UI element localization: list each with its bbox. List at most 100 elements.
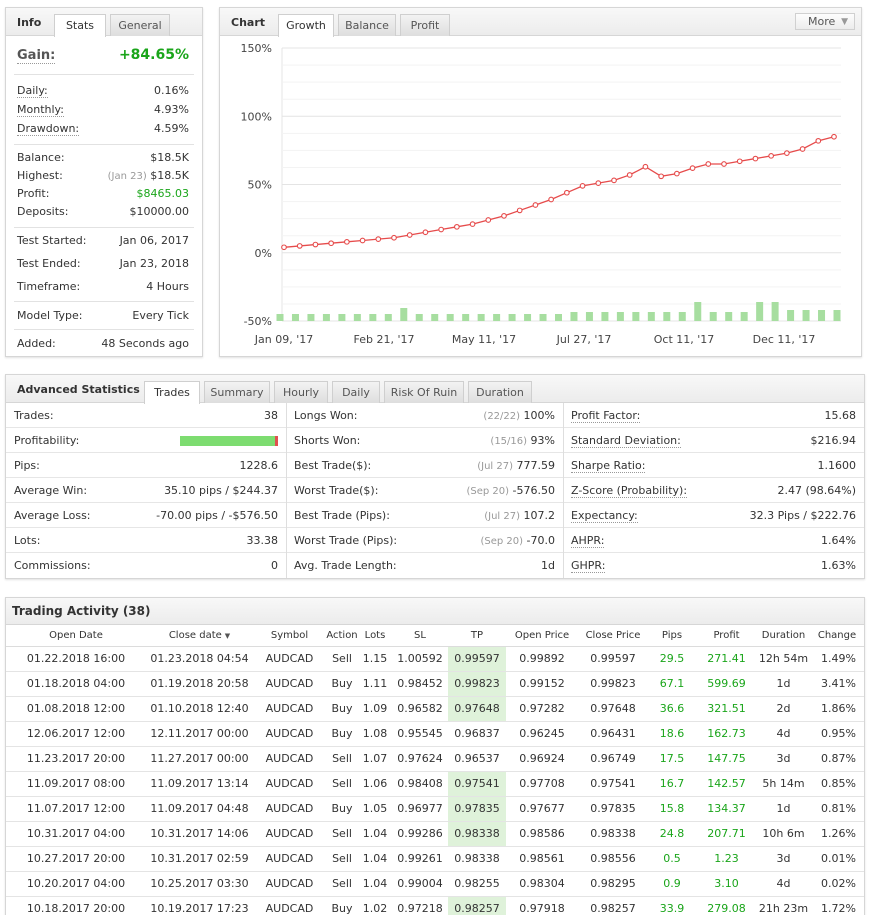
adv-stat-value: (Sep 20) -576.50	[466, 484, 555, 497]
adv-stat-number: -70.0	[526, 534, 555, 547]
table-cell: AUDCAD	[253, 896, 326, 915]
table-row: 10.20.2017 04:00 10.25.2017 03:30 AUDCAD Se…	[6, 871, 864, 897]
column-header[interactable]: SL	[392, 625, 448, 647]
y-tick-label: 150%	[241, 42, 272, 55]
table-cell: AUDCAD	[253, 771, 326, 797]
tab-stats[interactable]: Stats	[54, 14, 106, 37]
column-header[interactable]: Close Price	[578, 625, 648, 647]
adv-stat-label[interactable]: Expectancy:	[571, 509, 638, 523]
adv-stat-value: -70.00 pips / -$576.50	[156, 509, 278, 522]
column-header[interactable]: Profit	[696, 625, 757, 647]
column-header[interactable]: Close date ▼	[146, 625, 253, 647]
table-cell: 1.04	[358, 871, 392, 897]
adv-stat-note: (22/22)	[483, 411, 521, 422]
table-cell: 10.31.2017 14:06	[146, 821, 253, 847]
tab-risk-of-ruin[interactable]: Risk Of Ruin	[384, 381, 464, 403]
added-label: Added:	[17, 337, 56, 350]
adv-stat-label[interactable]: Sharpe Ratio:	[571, 459, 646, 473]
column-header[interactable]: Open Date	[6, 625, 146, 647]
table-cell: 0.97282	[506, 696, 578, 722]
volume-bar	[616, 312, 624, 321]
volume-bar	[415, 314, 423, 321]
added-value: 48 Seconds ago	[101, 337, 189, 350]
table-cell: 12.06.2017 12:00	[6, 721, 146, 747]
volume-bar	[539, 314, 547, 321]
adv-stat-label[interactable]: Z-Score (Probability):	[571, 484, 688, 498]
growth-chart: 150% 100% 50% 0% -50% Jan 09, '17 Feb 21, '17 M…	[241, 42, 841, 346]
adv-stat-label[interactable]: Profit Factor:	[571, 409, 641, 423]
adv-stat-row: Shorts Won: (15/16) 93%	[286, 428, 563, 453]
table-cell: 0.98338	[448, 821, 506, 847]
table-cell: 67.1	[648, 671, 696, 697]
adv-stat-value: (15/16) 93%	[490, 434, 555, 447]
tab-profit[interactable]: Profit	[400, 14, 450, 36]
activity-header: Trading Activity (38)	[6, 598, 864, 625]
table-cell: Sell	[326, 746, 358, 772]
adv-stat-number: 32.3 Pips / $222.76	[749, 509, 856, 522]
table-cell: 0.96582	[392, 696, 448, 722]
highest-date: (Jan 23)	[107, 171, 147, 182]
growth-point	[516, 207, 523, 214]
test-ended-label: Test Ended:	[17, 257, 81, 270]
growth-point	[705, 161, 712, 167]
more-button[interactable]: More ▼	[795, 13, 855, 30]
tab-daily[interactable]: Daily	[332, 381, 380, 403]
growth-point	[658, 173, 664, 180]
table-cell: 0.98586	[506, 821, 578, 847]
table-cell: 11.23.2017 20:00	[6, 746, 146, 772]
table-row: 01.22.2018 16:00 01.23.2018 04:54 AUDCAD Se…	[6, 646, 864, 672]
tab-summary[interactable]: Summary	[204, 381, 270, 403]
adv-stat-label[interactable]: AHPR:	[571, 534, 605, 548]
adv-stat-label[interactable]: Standard Deviation:	[571, 434, 681, 448]
adv-stat-label: Commissions:	[14, 559, 91, 572]
column-header[interactable]: Lots	[358, 625, 392, 647]
tab-balance[interactable]: Balance	[338, 14, 396, 36]
adv-stat-label[interactable]: GHPR:	[571, 559, 606, 573]
drawdown-label[interactable]: Drawdown:	[17, 122, 80, 136]
table-row: 11.09.2017 08:00 11.09.2017 13:14 AUDCAD Se…	[6, 771, 864, 797]
column-header[interactable]: Duration	[757, 625, 810, 647]
table-cell: 24.8	[648, 821, 696, 847]
tab-growth[interactable]: Growth	[278, 14, 334, 37]
column-header[interactable]: Action	[326, 625, 358, 647]
trading-activity-table: Open Date Close date ▼ Symbol Action Lots SL TP…	[6, 625, 864, 915]
adv-stat-value: 15.68	[825, 409, 857, 422]
tab-hourly[interactable]: Hourly	[274, 381, 328, 403]
deposits-label: Deposits:	[17, 205, 69, 218]
adv-stat-note: (Jul 27)	[477, 461, 513, 472]
table-cell: Buy	[326, 896, 358, 915]
growth-point	[831, 133, 837, 140]
table-cell: 0.97918	[506, 896, 578, 915]
y-tick-label: -50%	[244, 315, 272, 328]
table-cell: 0.97541	[448, 771, 506, 797]
tab-trades[interactable]: Trades	[144, 381, 200, 404]
growth-point	[736, 158, 743, 165]
triangle-down-icon: ▼	[841, 17, 848, 27]
column-header[interactable]: Symbol	[253, 625, 326, 647]
table-cell: 01.08.2018 12:00	[6, 696, 146, 722]
table-cell: 0.96924	[506, 746, 578, 772]
tab-duration[interactable]: Duration	[468, 381, 532, 403]
column-header[interactable]: TP	[448, 625, 506, 647]
adv-stat-row: Commissions: 0	[6, 553, 286, 578]
daily-label[interactable]: Daily:	[17, 84, 48, 98]
column-header[interactable]: Change	[810, 625, 864, 647]
info-panel: Info Stats General Gain: +84.65% Daily: …	[5, 7, 203, 357]
highest-label: Highest:	[17, 169, 63, 182]
table-cell: 10.20.2017 04:00	[6, 871, 146, 897]
monthly-label[interactable]: Monthly:	[17, 103, 64, 117]
advanced-statistics-panel: Advanced Statistics Trades Summary Hourl…	[5, 374, 865, 579]
table-cell: 10.27.2017 20:00	[6, 846, 146, 872]
activity-title: Trading Activity (38)	[12, 604, 151, 618]
column-header[interactable]: Open Price	[506, 625, 578, 647]
tab-general[interactable]: General	[110, 14, 170, 36]
table-cell: 3d	[757, 846, 810, 872]
table-cell: 142.57	[696, 771, 757, 797]
column-header[interactable]: Pips	[648, 625, 696, 647]
table-cell: Sell	[326, 871, 358, 897]
table-cell: 0.95545	[392, 721, 448, 747]
divider	[563, 403, 564, 578]
balance-value: $18.5K	[150, 151, 189, 164]
adv-stat-note: (Jul 27)	[484, 511, 520, 522]
adv-stat-row: GHPR: 1.63%	[563, 553, 864, 578]
